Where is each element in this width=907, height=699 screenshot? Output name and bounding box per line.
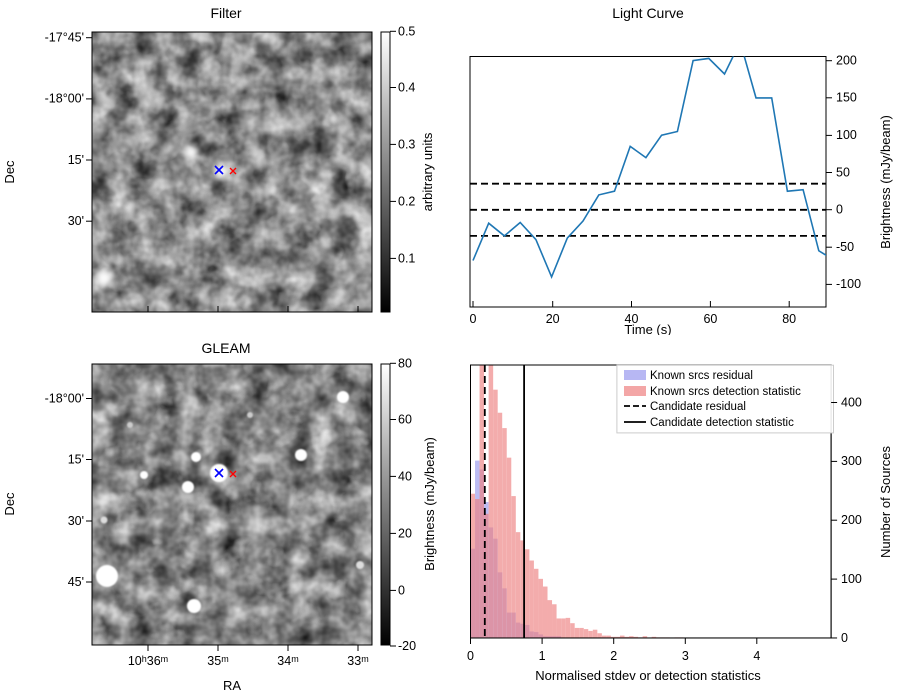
svg-text:Light Curve: Light Curve	[612, 5, 684, 21]
svg-text:-17°45': -17°45'	[45, 31, 84, 45]
svg-text:150: 150	[836, 91, 857, 105]
svg-text:30': 30'	[68, 214, 84, 228]
svg-text:1: 1	[539, 649, 546, 663]
svg-text:300: 300	[841, 454, 862, 468]
svg-text:100: 100	[836, 128, 857, 142]
svg-text:Filter: Filter	[210, 5, 241, 21]
svg-text:0.4: 0.4	[398, 81, 415, 95]
svg-text:15': 15'	[68, 153, 84, 167]
svg-text:20: 20	[546, 312, 560, 326]
svg-text:GLEAM: GLEAM	[201, 340, 250, 356]
svg-text:Number of Sources: Number of Sources	[878, 446, 893, 558]
svg-text:400: 400	[841, 395, 862, 409]
svg-text:200: 200	[836, 54, 857, 68]
svg-text:0.1: 0.1	[398, 252, 415, 266]
svg-text:Brightness (mJy/beam): Brightness (mJy/beam)	[422, 437, 437, 571]
svg-text:0: 0	[467, 649, 474, 663]
svg-text:Known srcs residual: Known srcs residual	[650, 370, 753, 382]
svg-text:200: 200	[841, 513, 862, 527]
svg-text:10h36m: 10h36m	[128, 654, 168, 668]
svg-text:0: 0	[470, 312, 477, 326]
svg-text:Dec: Dec	[2, 160, 17, 184]
svg-text:33m: 33m	[347, 654, 368, 668]
svg-text:Candidate residual: Candidate residual	[650, 401, 746, 413]
svg-text:Normalised stdev or detection: Normalised stdev or detection statistics	[535, 668, 761, 683]
svg-text:15': 15'	[68, 452, 84, 466]
svg-text:45': 45'	[68, 575, 84, 589]
svg-text:-18°00': -18°00'	[45, 391, 84, 405]
svg-text:35m: 35m	[207, 654, 228, 668]
svg-text:30': 30'	[68, 514, 84, 528]
svg-text:Dec: Dec	[2, 492, 17, 516]
svg-text:80: 80	[782, 312, 796, 326]
svg-text:80: 80	[398, 357, 412, 371]
svg-text:0.3: 0.3	[398, 138, 415, 152]
svg-text:4: 4	[753, 649, 760, 663]
svg-text:20: 20	[398, 527, 412, 541]
svg-text:60: 60	[398, 413, 412, 427]
svg-text:Brightness (mJy/beam): Brightness (mJy/beam)	[878, 115, 893, 249]
svg-text:0: 0	[398, 584, 405, 598]
svg-text:Known srcs detection statistic: Known srcs detection statistic	[650, 386, 801, 398]
svg-text:40: 40	[398, 470, 412, 484]
svg-text:-100: -100	[836, 277, 861, 291]
svg-text:0.5: 0.5	[398, 25, 415, 39]
svg-text:Candidate detection statistic: Candidate detection statistic	[650, 417, 794, 429]
svg-text:60: 60	[703, 312, 717, 326]
svg-text:-50: -50	[836, 240, 854, 254]
svg-text:0.2: 0.2	[398, 195, 415, 209]
svg-text:arbitrary units: arbitrary units	[420, 132, 435, 211]
svg-text:RA: RA	[223, 678, 241, 693]
svg-text:0: 0	[841, 631, 848, 645]
svg-text:0: 0	[836, 203, 843, 217]
svg-text:-20: -20	[398, 639, 416, 653]
svg-text:34m: 34m	[277, 654, 298, 668]
svg-text:2: 2	[610, 649, 617, 663]
svg-text:100: 100	[841, 572, 862, 586]
svg-text:50: 50	[836, 165, 850, 179]
svg-text:3: 3	[682, 649, 689, 663]
svg-text:-18°00': -18°00'	[45, 92, 84, 106]
